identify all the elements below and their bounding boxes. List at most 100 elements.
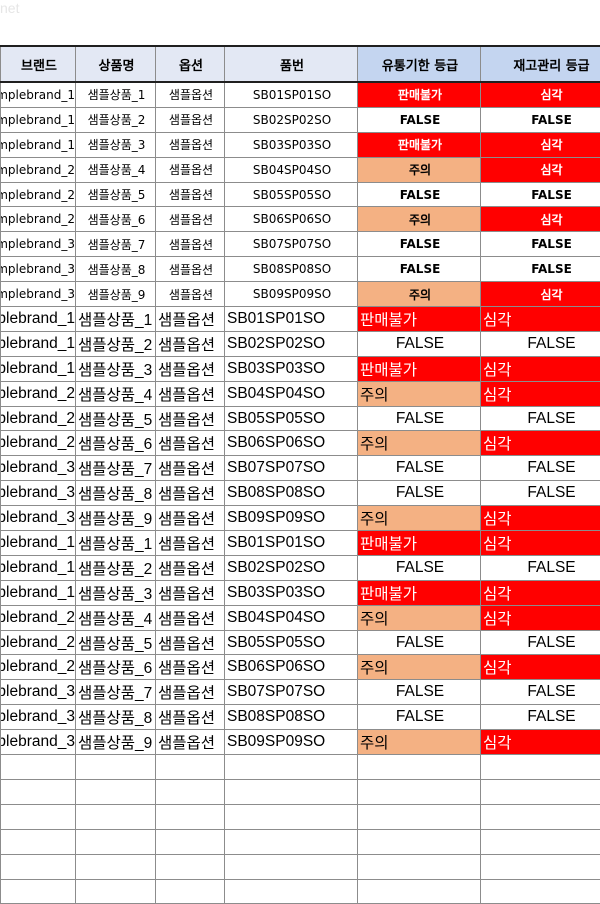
empty-cell[interactable]: [76, 804, 156, 829]
brand-cell[interactable]: samplebrand_3: [1, 257, 76, 282]
product-cell[interactable]: 샘플상품_7: [76, 680, 156, 705]
stock-grade-cell[interactable]: FALSE: [481, 182, 600, 207]
header-option[interactable]: 옵션: [156, 46, 225, 82]
product-cell[interactable]: 샘플상품_1: [76, 82, 156, 107]
sku-cell[interactable]: SB01SP01SO: [225, 307, 358, 332]
expiry-grade-cell[interactable]: FALSE: [358, 630, 481, 655]
product-cell[interactable]: 샘플상품_5: [76, 630, 156, 655]
stock-grade-cell[interactable]: FALSE: [481, 630, 600, 655]
empty-cell[interactable]: [225, 804, 358, 829]
product-cell[interactable]: 샘플상품_4: [76, 381, 156, 406]
expiry-grade-cell[interactable]: FALSE: [358, 331, 481, 356]
stock-grade-cell[interactable]: 심각: [481, 381, 600, 406]
sku-cell[interactable]: SB03SP03SO: [225, 580, 358, 605]
sku-cell[interactable]: SB09SP09SO: [225, 730, 358, 755]
sku-cell[interactable]: SB05SP05SO: [225, 630, 358, 655]
sku-cell[interactable]: SB06SP06SO: [225, 207, 358, 232]
option-cell[interactable]: 샘플옵션: [156, 605, 225, 630]
option-cell[interactable]: 샘플옵션: [156, 356, 225, 381]
expiry-grade-cell[interactable]: 주의: [358, 506, 481, 531]
brand-cell[interactable]: samplebrand_3: [1, 232, 76, 257]
empty-cell[interactable]: [76, 755, 156, 780]
stock-grade-cell[interactable]: 심각: [481, 655, 600, 680]
expiry-grade-cell[interactable]: FALSE: [358, 257, 481, 282]
expiry-grade-cell[interactable]: FALSE: [358, 705, 481, 730]
empty-cell[interactable]: [1, 804, 76, 829]
option-cell[interactable]: 샘플옵션: [156, 655, 225, 680]
sku-cell[interactable]: SB01SP01SO: [225, 82, 358, 107]
option-cell[interactable]: 샘플옵션: [156, 580, 225, 605]
empty-cell[interactable]: [481, 854, 600, 879]
product-cell[interactable]: 샘플상품_2: [76, 331, 156, 356]
option-cell[interactable]: 샘플옵션: [156, 331, 225, 356]
product-cell[interactable]: 샘플상품_2: [76, 555, 156, 580]
stock-grade-cell[interactable]: FALSE: [481, 555, 600, 580]
stock-grade-cell[interactable]: FALSE: [481, 456, 600, 481]
expiry-grade-cell[interactable]: 주의: [358, 730, 481, 755]
empty-cell[interactable]: [76, 879, 156, 904]
expiry-grade-cell[interactable]: 주의: [358, 207, 481, 232]
expiry-grade-cell[interactable]: 판매불가: [358, 580, 481, 605]
product-cell[interactable]: 샘플상품_7: [76, 232, 156, 257]
brand-cell[interactable]: samplebrand_3: [1, 680, 76, 705]
empty-cell[interactable]: [1, 854, 76, 879]
header-stock-grade[interactable]: 재고관리 등급: [481, 46, 600, 82]
brand-cell[interactable]: samplebrand_3: [1, 705, 76, 730]
stock-grade-cell[interactable]: FALSE: [481, 331, 600, 356]
sku-cell[interactable]: SB09SP09SO: [225, 506, 358, 531]
expiry-grade-cell[interactable]: FALSE: [358, 406, 481, 431]
expiry-grade-cell[interactable]: 판매불가: [358, 132, 481, 157]
expiry-grade-cell[interactable]: FALSE: [358, 555, 481, 580]
stock-grade-cell[interactable]: 심각: [481, 132, 600, 157]
expiry-grade-cell[interactable]: 판매불가: [358, 531, 481, 556]
brand-cell[interactable]: samplebrand_2: [1, 655, 76, 680]
empty-cell[interactable]: [1, 829, 76, 854]
empty-cell[interactable]: [225, 779, 358, 804]
empty-cell[interactable]: [481, 779, 600, 804]
option-cell[interactable]: 샘플옵션: [156, 132, 225, 157]
sku-cell[interactable]: SB03SP03SO: [225, 356, 358, 381]
option-cell[interactable]: 샘플옵션: [156, 82, 225, 107]
expiry-grade-cell[interactable]: FALSE: [358, 680, 481, 705]
brand-cell[interactable]: samplebrand_3: [1, 481, 76, 506]
sku-cell[interactable]: SB02SP02SO: [225, 331, 358, 356]
sku-cell[interactable]: SB06SP06SO: [225, 431, 358, 456]
sku-cell[interactable]: SB07SP07SO: [225, 456, 358, 481]
sku-cell[interactable]: SB01SP01SO: [225, 531, 358, 556]
sku-cell[interactable]: SB08SP08SO: [225, 705, 358, 730]
expiry-grade-cell[interactable]: 판매불가: [358, 356, 481, 381]
option-cell[interactable]: 샘플옵션: [156, 730, 225, 755]
empty-cell[interactable]: [225, 829, 358, 854]
expiry-grade-cell[interactable]: FALSE: [358, 107, 481, 132]
brand-cell[interactable]: samplebrand_3: [1, 506, 76, 531]
option-cell[interactable]: 샘플옵션: [156, 531, 225, 556]
brand-cell[interactable]: samplebrand_2: [1, 182, 76, 207]
expiry-grade-cell[interactable]: 주의: [358, 431, 481, 456]
option-cell[interactable]: 샘플옵션: [156, 406, 225, 431]
empty-cell[interactable]: [358, 804, 481, 829]
brand-cell[interactable]: samplebrand_1: [1, 331, 76, 356]
stock-grade-cell[interactable]: FALSE: [481, 481, 600, 506]
stock-grade-cell[interactable]: FALSE: [481, 680, 600, 705]
sku-cell[interactable]: SB08SP08SO: [225, 257, 358, 282]
option-cell[interactable]: 샘플옵션: [156, 107, 225, 132]
stock-grade-cell[interactable]: 심각: [481, 82, 600, 107]
product-cell[interactable]: 샘플상품_3: [76, 580, 156, 605]
product-cell[interactable]: 샘플상품_4: [76, 605, 156, 630]
stock-grade-cell[interactable]: 심각: [481, 307, 600, 332]
empty-cell[interactable]: [358, 829, 481, 854]
header-product[interactable]: 상품명: [76, 46, 156, 82]
empty-cell[interactable]: [481, 755, 600, 780]
sku-cell[interactable]: SB04SP04SO: [225, 157, 358, 182]
empty-cell[interactable]: [481, 829, 600, 854]
product-cell[interactable]: 샘플상품_9: [76, 506, 156, 531]
header-sku[interactable]: 품번: [225, 46, 358, 82]
stock-grade-cell[interactable]: FALSE: [481, 705, 600, 730]
empty-cell[interactable]: [156, 804, 225, 829]
empty-cell[interactable]: [156, 854, 225, 879]
stock-grade-cell[interactable]: FALSE: [481, 406, 600, 431]
expiry-grade-cell[interactable]: 주의: [358, 381, 481, 406]
empty-cell[interactable]: [225, 755, 358, 780]
brand-cell[interactable]: samplebrand_3: [1, 456, 76, 481]
sku-cell[interactable]: SB09SP09SO: [225, 282, 358, 307]
